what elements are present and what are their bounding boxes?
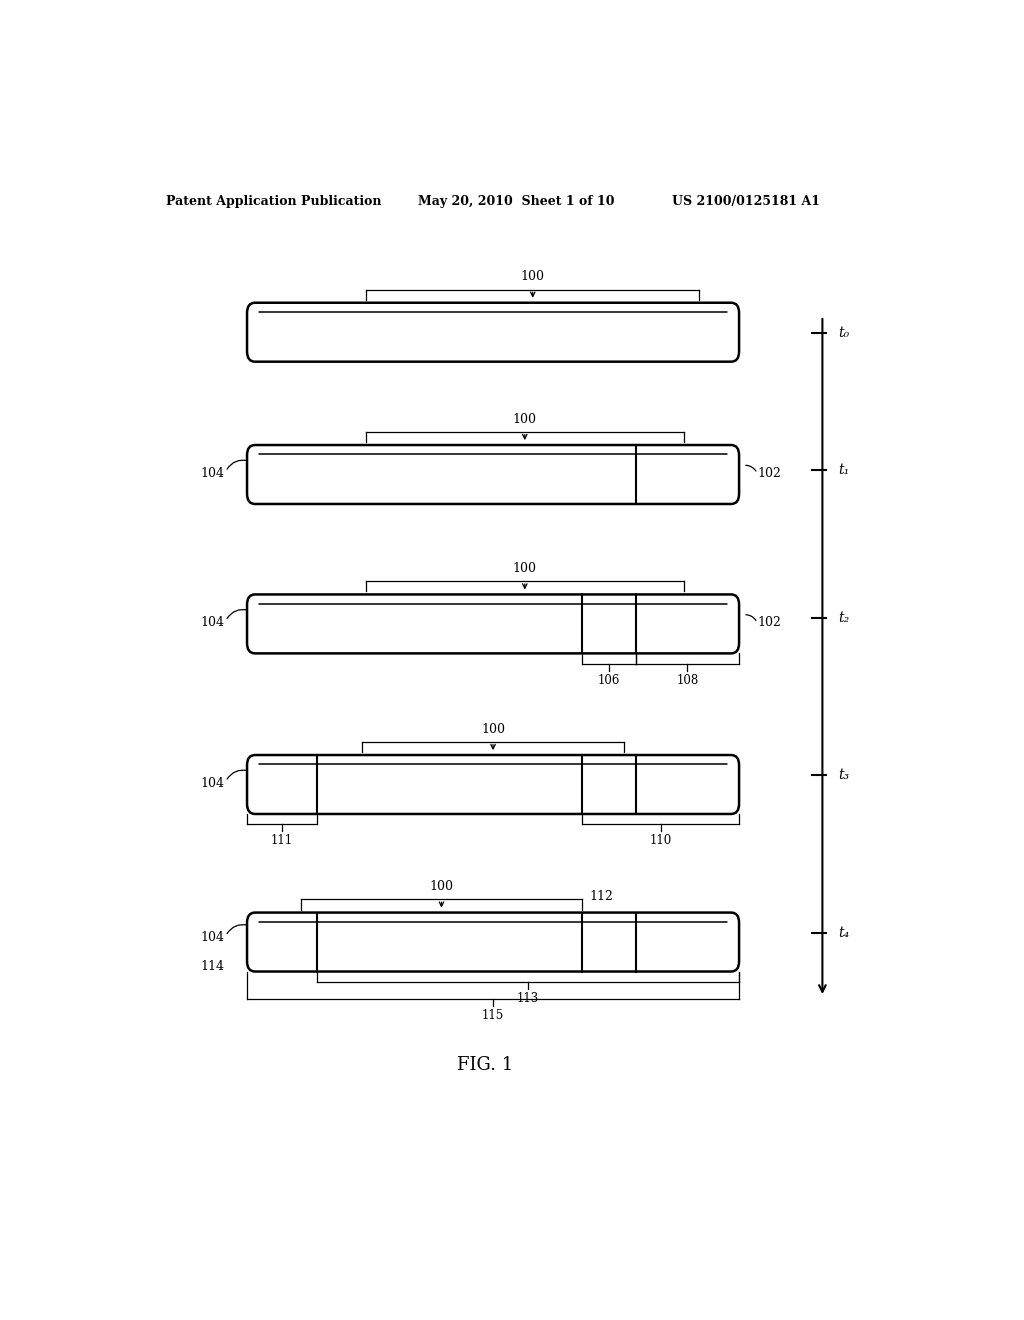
FancyBboxPatch shape [247,912,739,972]
Text: May 20, 2010  Sheet 1 of 10: May 20, 2010 Sheet 1 of 10 [418,194,614,207]
Text: t₂: t₂ [839,611,850,624]
Text: 110: 110 [649,834,672,847]
Text: 100: 100 [481,723,505,735]
Text: 111: 111 [271,834,293,847]
Text: 100: 100 [429,880,454,894]
Text: 102: 102 [758,616,781,630]
Text: 104: 104 [201,616,225,630]
FancyBboxPatch shape [247,302,739,362]
Text: 113: 113 [517,991,539,1005]
Text: t₁: t₁ [839,463,850,478]
Text: 104: 104 [201,932,225,945]
Text: FIG. 1: FIG. 1 [457,1056,513,1074]
FancyBboxPatch shape [247,594,739,653]
Text: 100: 100 [521,271,545,284]
Text: 108: 108 [677,673,698,686]
Text: US 2100/0125181 A1: US 2100/0125181 A1 [672,194,819,207]
Text: 104: 104 [201,777,225,789]
Text: 106: 106 [598,673,621,686]
Text: t₄: t₄ [839,925,850,940]
Text: 100: 100 [513,562,537,576]
FancyBboxPatch shape [247,445,739,504]
Text: Patent Application Publication: Patent Application Publication [166,194,382,207]
Text: 102: 102 [758,467,781,480]
Text: 104: 104 [201,467,225,480]
FancyBboxPatch shape [247,755,739,814]
Text: 114: 114 [201,960,225,973]
Text: 112: 112 [590,890,613,903]
Text: t₀: t₀ [839,326,850,341]
Text: t₃: t₃ [839,768,850,783]
Text: 100: 100 [513,413,537,426]
Text: 115: 115 [482,1008,504,1022]
